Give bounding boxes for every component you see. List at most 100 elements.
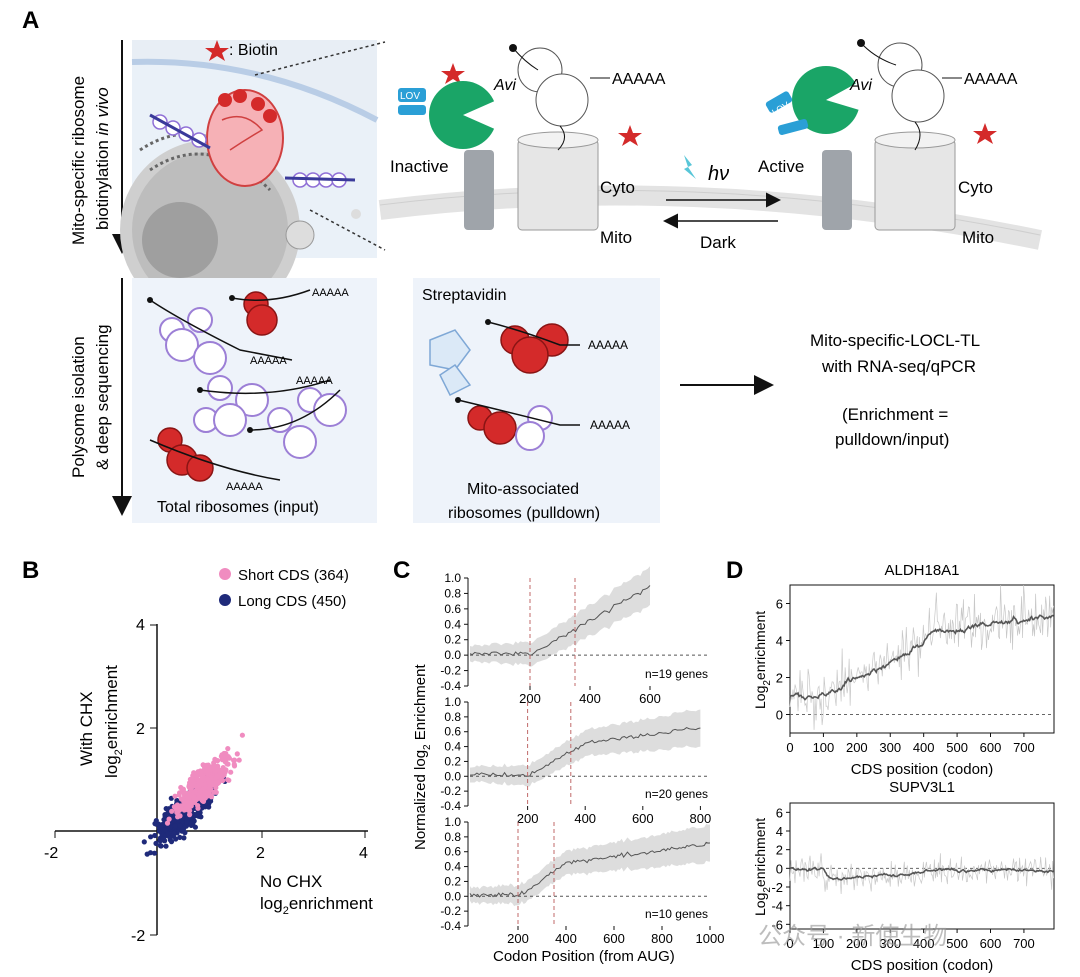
legend-short-label: Short CDS (364) xyxy=(238,567,349,584)
b-point xyxy=(210,781,216,787)
b-point xyxy=(148,834,154,840)
b-point xyxy=(168,839,175,845)
c-xtick-label: 200 xyxy=(517,811,539,826)
c-ytick-label: 0.6 xyxy=(444,725,461,739)
total-ribosome-icons: AAAAA AAAAA AAAAA AAAAA xyxy=(147,287,349,493)
b-point xyxy=(177,813,183,819)
legend-short-marker xyxy=(219,568,231,580)
c-xtick-label: 1000 xyxy=(696,931,725,946)
b-point xyxy=(187,782,193,788)
enrichment-line-2: pulldown/input) xyxy=(835,430,949,449)
b-point xyxy=(195,805,201,811)
polya-total-3: AAAAA xyxy=(296,375,333,387)
cell-illustration xyxy=(120,40,386,320)
b-point xyxy=(194,776,200,782)
pulldown-caption-1: Mito-associated xyxy=(467,481,579,498)
b-point xyxy=(184,797,190,804)
b-point xyxy=(176,792,182,798)
side-label-top-1: Mito-specific ribosome xyxy=(69,76,88,245)
d-xtick-label: 0 xyxy=(786,936,793,951)
c-annotation: n=20 genes xyxy=(645,787,708,801)
b-point xyxy=(234,751,240,757)
d-plot-frame xyxy=(789,802,1055,930)
active-label: Active xyxy=(758,157,804,176)
d-ytick-label: 6 xyxy=(776,597,783,612)
b-ytick-0: 4 xyxy=(136,617,145,634)
mito-label-right: Mito xyxy=(962,228,994,247)
d-xtick-label: 700 xyxy=(1013,936,1035,951)
c-confidence-band xyxy=(470,709,701,787)
d-xlabel: CDS position (codon) xyxy=(851,761,994,778)
watermark: 公众号 · 新使生物 xyxy=(758,923,947,950)
d-ytick-label: -4 xyxy=(771,899,783,914)
d-xtick-label: 300 xyxy=(879,740,901,755)
avi-label-inactive: Avi xyxy=(493,77,516,94)
b-xlabel-2: log2enrichment xyxy=(260,894,373,917)
polya-total-4: AAAAA xyxy=(226,481,263,493)
d-ytick-label: -6 xyxy=(771,917,783,932)
d-xtick-label: 500 xyxy=(946,740,968,755)
b-point xyxy=(231,761,237,768)
c-xtick-label: 200 xyxy=(519,691,541,706)
b-point xyxy=(153,840,159,847)
polya-pulldown-2: AAAAA xyxy=(590,418,630,432)
c-ytick-label: 0.0 xyxy=(444,769,461,783)
c-xtick-label: 400 xyxy=(555,931,577,946)
c-xtick-label: 800 xyxy=(690,811,712,826)
b-point xyxy=(195,771,201,777)
b-ticks xyxy=(54,624,366,936)
b-point xyxy=(187,808,193,814)
c-ytick-label: 0.2 xyxy=(444,754,461,768)
c-xtick-label: 400 xyxy=(579,691,601,706)
b-point xyxy=(205,770,211,776)
c-series-line xyxy=(469,841,711,898)
legend-long-marker xyxy=(219,594,231,606)
inactive-label: Inactive xyxy=(390,157,449,176)
method-line-1: Mito-specific-LOCL-TL xyxy=(810,331,980,350)
c-ytick-label: 1.0 xyxy=(444,815,461,829)
b-point xyxy=(212,756,218,763)
polya-label-active: AAAAA xyxy=(964,71,1018,88)
pulldown-icons: Streptavidin AAAAA AAAAA xyxy=(422,287,630,451)
polya-total-2: AAAAA xyxy=(250,355,287,367)
d-ytick-label: -2 xyxy=(771,880,783,895)
b-point xyxy=(223,767,229,773)
b-point xyxy=(183,823,189,829)
c-ylabel: Normalized log2 Enrichment xyxy=(412,664,433,850)
d-xtick-label: 400 xyxy=(913,740,935,755)
d-xtick-label: 200 xyxy=(846,740,868,755)
b-point xyxy=(172,793,178,799)
b-xtick-0: -2 xyxy=(44,845,58,862)
d-ytick-label: 2 xyxy=(776,671,783,686)
c-ytick-label: 0.6 xyxy=(444,845,461,859)
avi-label-active: Avi xyxy=(849,77,872,94)
b-ylabel-2: log2enrichment xyxy=(102,665,125,778)
c-series-line xyxy=(469,585,651,657)
b-point xyxy=(228,769,234,775)
b-point xyxy=(222,758,229,764)
b-point xyxy=(217,767,223,774)
d-ytick-label: 4 xyxy=(776,634,783,649)
b-point xyxy=(185,803,191,810)
b-point xyxy=(162,827,168,833)
c-ytick-label: 0.6 xyxy=(444,602,461,616)
d-smoothed-signal xyxy=(789,614,1054,701)
b-point xyxy=(236,757,242,763)
dark-label: Dark xyxy=(700,233,736,252)
side-label-bottom-1: Polysome isolation xyxy=(69,336,88,478)
b-ylabel-1: With CHX xyxy=(77,691,96,766)
b-point xyxy=(231,757,237,763)
d-title: ALDH18A1 xyxy=(884,562,959,579)
biotin-legend: : Biotin xyxy=(229,42,278,59)
b-ytick-2: -2 xyxy=(131,928,145,945)
d-xtick-label: 100 xyxy=(813,740,835,755)
d-title: SUPV3L1 xyxy=(889,779,955,796)
c-ytick-label: 0.8 xyxy=(444,830,461,844)
d-xtick-label: 200 xyxy=(846,936,868,951)
c-ytick-label: -0.2 xyxy=(440,784,461,798)
d-xtick-label: 0 xyxy=(786,740,793,755)
c-ytick-label: 1.0 xyxy=(444,695,461,709)
c-ytick-label: 0.4 xyxy=(444,740,461,754)
c-ytick-label: 1.0 xyxy=(444,571,461,585)
